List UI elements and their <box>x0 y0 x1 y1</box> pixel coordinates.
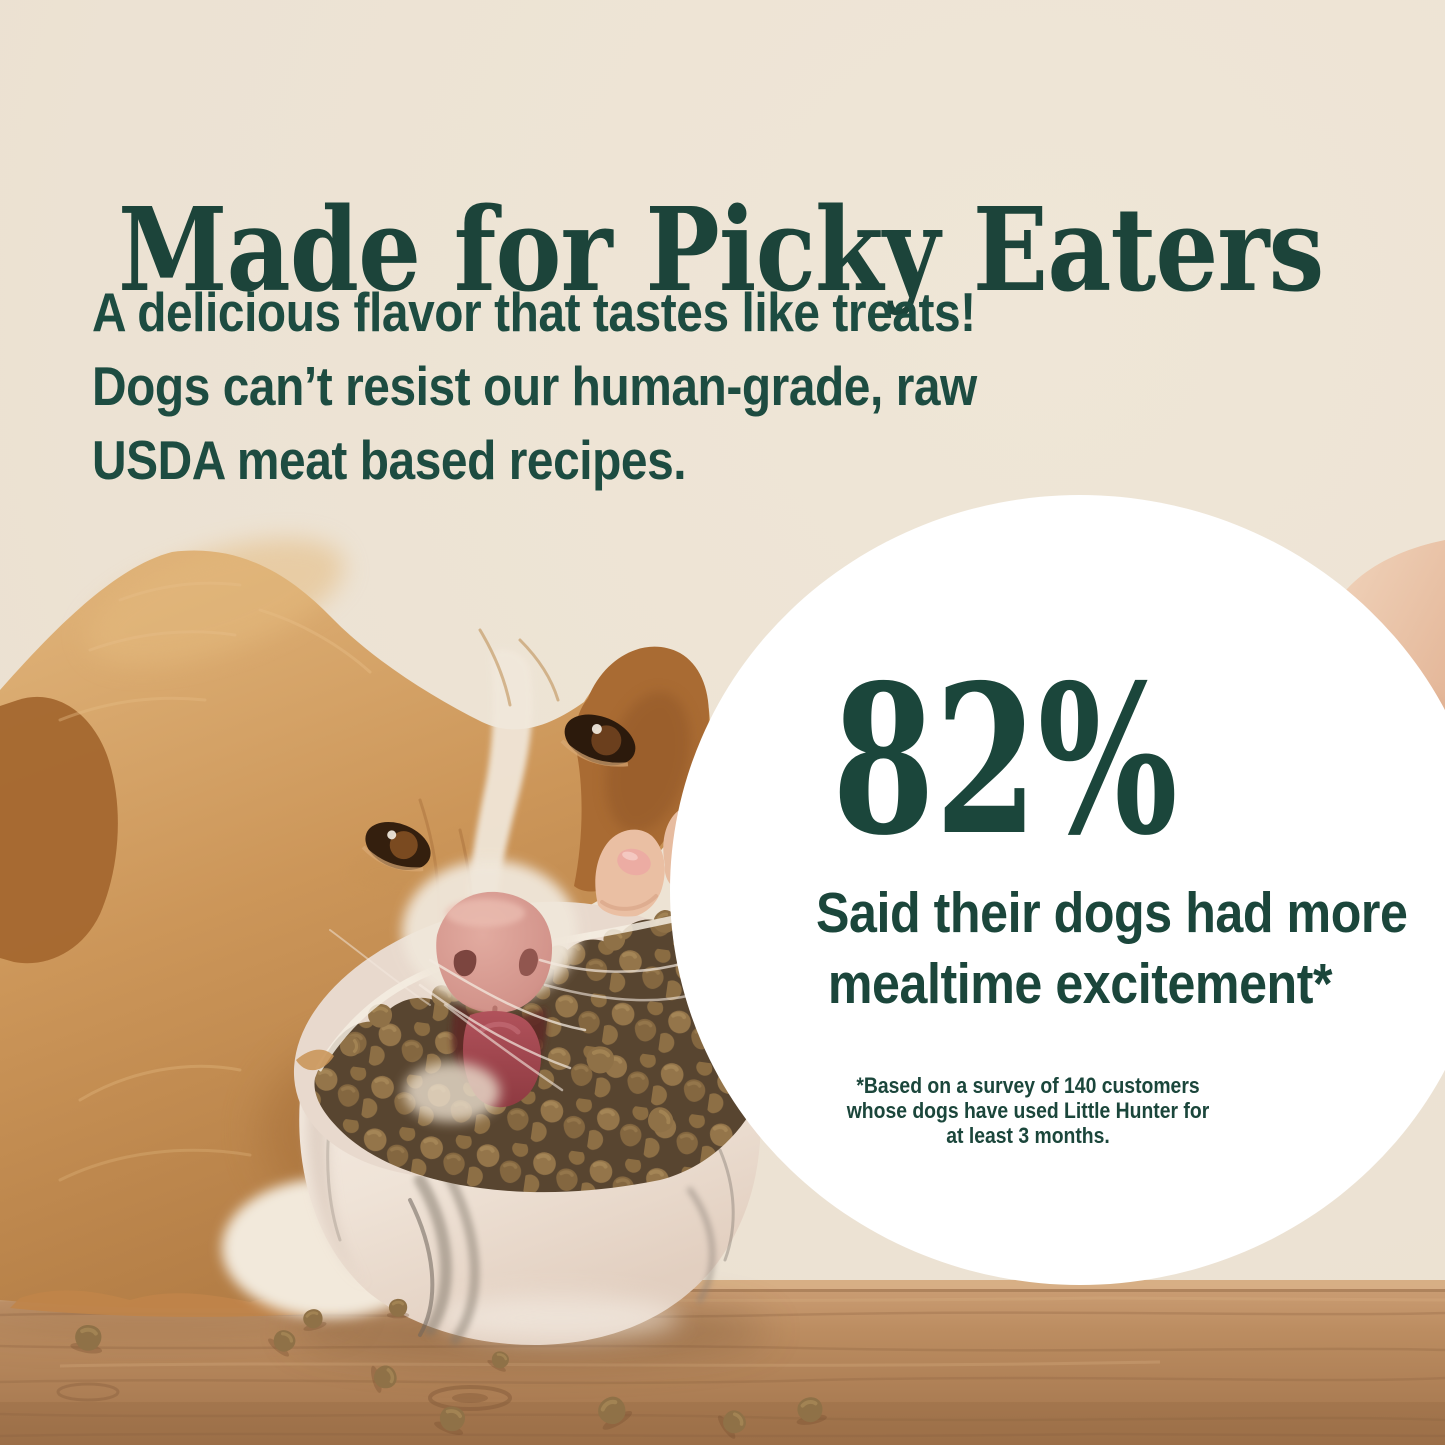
table-kibble <box>70 1297 827 1440</box>
kibble-piece <box>793 1393 827 1427</box>
table-knot-core <box>452 1393 488 1403</box>
dog-chin <box>404 1062 500 1122</box>
intro-line-2: Dogs can’t resist our human-grade, raw <box>92 355 977 417</box>
dog-fur-wisps <box>10 1290 338 1317</box>
kibble-piece <box>716 1404 752 1440</box>
intro-line-3: USDA meat based recipes. <box>92 429 687 491</box>
dog-blaze <box>468 649 533 902</box>
stat-circle <box>670 495 1445 1285</box>
stat-footnote-line-1: *Based on a survey of 140 customers <box>856 1073 1200 1098</box>
kibble-piece <box>591 1391 635 1433</box>
kibble-piece <box>386 1297 410 1319</box>
fur-tuft-over-rim <box>296 1049 334 1071</box>
dog-nostrils <box>453 948 538 977</box>
dog-ear-right-shade <box>605 691 691 833</box>
kibble-piece <box>70 1322 107 1355</box>
nose-highlight <box>445 899 525 927</box>
stat-caption-line-1: Said their dogs had more <box>816 881 1408 945</box>
stat-footnote: *Based on a survey of 140 customers whos… <box>764 1073 1292 1148</box>
intro-line-1: A delicious flavor that tastes like trea… <box>92 281 976 343</box>
table-knot <box>428 1385 512 1411</box>
stat-value: 82% <box>832 641 1178 881</box>
fingernail-highlight <box>622 851 638 861</box>
page-title: Made for Picky Eaters <box>118 183 1324 319</box>
table-knot-small <box>56 1382 120 1402</box>
kibble-piece <box>267 1324 301 1358</box>
dog-body <box>0 550 711 1309</box>
hand-finger-shade <box>600 894 658 911</box>
dog-whiskers <box>329 929 694 1092</box>
dog-eye-left <box>560 714 636 767</box>
stat-footnote-line-3: at least 3 months. <box>946 1123 1110 1148</box>
stat-caption: Said their dogs had more mealtime excite… <box>816 878 1408 1020</box>
kibble-piece <box>369 1361 401 1393</box>
bowl-base-light <box>440 1296 680 1340</box>
dog-eye-right <box>361 821 431 872</box>
intro-copy: A delicious flavor that tastes like trea… <box>92 275 977 497</box>
stat-footnote-line-2: whose dogs have used Little Hunter for <box>846 1098 1210 1123</box>
stat-caption-line-2: mealtime excitement* <box>827 952 1333 1016</box>
dog-ear-left <box>0 696 118 964</box>
kibble-piece <box>434 1401 471 1437</box>
kibble-piece <box>299 1305 327 1333</box>
kibble-piece <box>487 1347 514 1373</box>
